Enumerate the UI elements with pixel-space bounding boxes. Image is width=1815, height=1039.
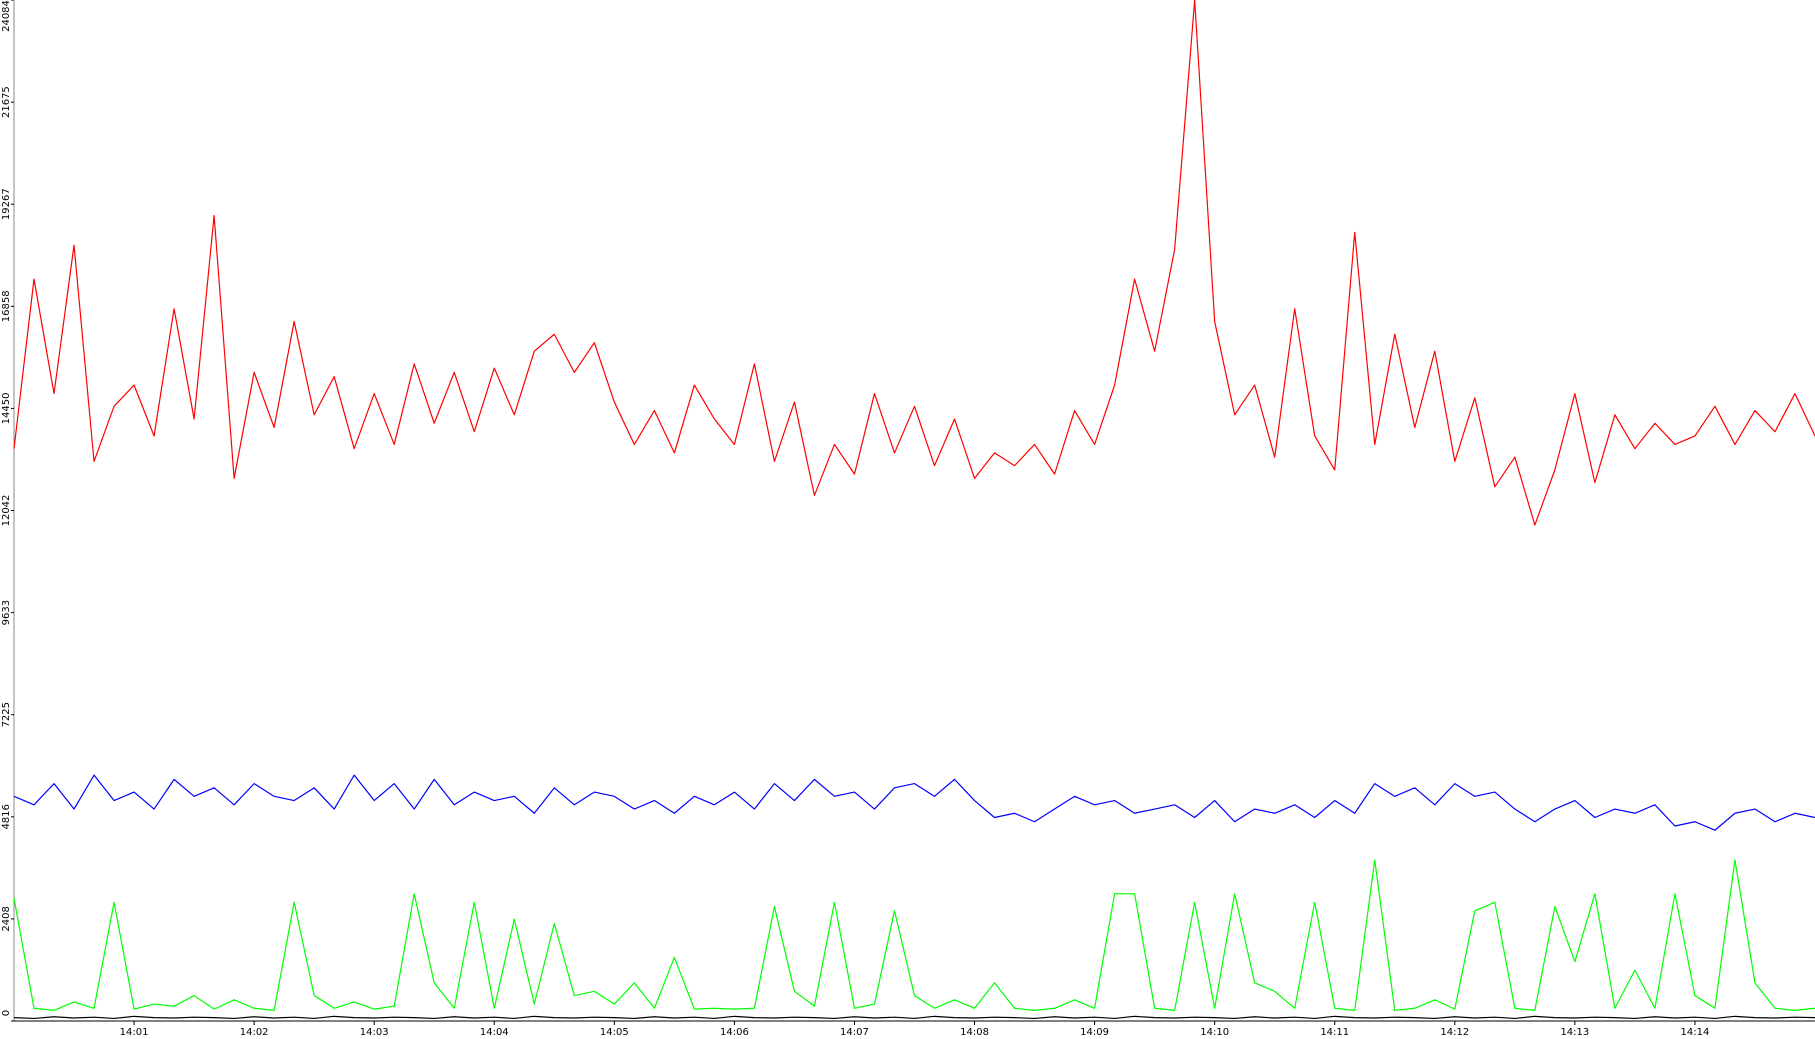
series-line bbox=[13, 859, 1815, 1011]
y-tick-label: 21675 bbox=[1, 86, 12, 118]
y-tick-label: 12042 bbox=[1, 495, 12, 527]
x-tick-label: 14:05 bbox=[600, 1027, 629, 1038]
x-tick-label: 14:13 bbox=[1560, 1027, 1589, 1038]
series-line bbox=[13, 0, 1815, 526]
series-line bbox=[13, 774, 1815, 831]
x-tick-label: 14:09 bbox=[1080, 1027, 1109, 1038]
y-tick-label: 9633 bbox=[1, 600, 12, 625]
y-tick-label: 24084 bbox=[1, 0, 12, 32]
y-tick-label: 2408 bbox=[1, 906, 12, 931]
y-tick-label: 16858 bbox=[1, 290, 12, 322]
x-tick-label: 14:04 bbox=[480, 1027, 509, 1038]
y-tick-label: 7225 bbox=[1, 702, 12, 727]
x-tick-label: 14:14 bbox=[1681, 1027, 1710, 1038]
y-tick-label: 4816 bbox=[1, 804, 12, 829]
x-tick-label: 14:12 bbox=[1440, 1027, 1469, 1038]
x-tick-label: 14:01 bbox=[120, 1027, 149, 1038]
y-tick-label: 14450 bbox=[1, 393, 12, 425]
x-tick-label: 14:11 bbox=[1320, 1027, 1349, 1038]
series-line bbox=[13, 1015, 1815, 1020]
y-tick-label: 0 bbox=[1, 1010, 12, 1016]
x-tick-label: 14:10 bbox=[1200, 1027, 1229, 1038]
x-tick-label: 14:03 bbox=[360, 1027, 389, 1038]
x-tick-label: 14:07 bbox=[840, 1027, 869, 1038]
x-tick-label: 14:08 bbox=[960, 1027, 989, 1038]
y-tick-label: 19267 bbox=[1, 188, 12, 220]
x-tick-label: 14:06 bbox=[720, 1027, 749, 1038]
x-tick-label: 14:02 bbox=[240, 1027, 269, 1038]
